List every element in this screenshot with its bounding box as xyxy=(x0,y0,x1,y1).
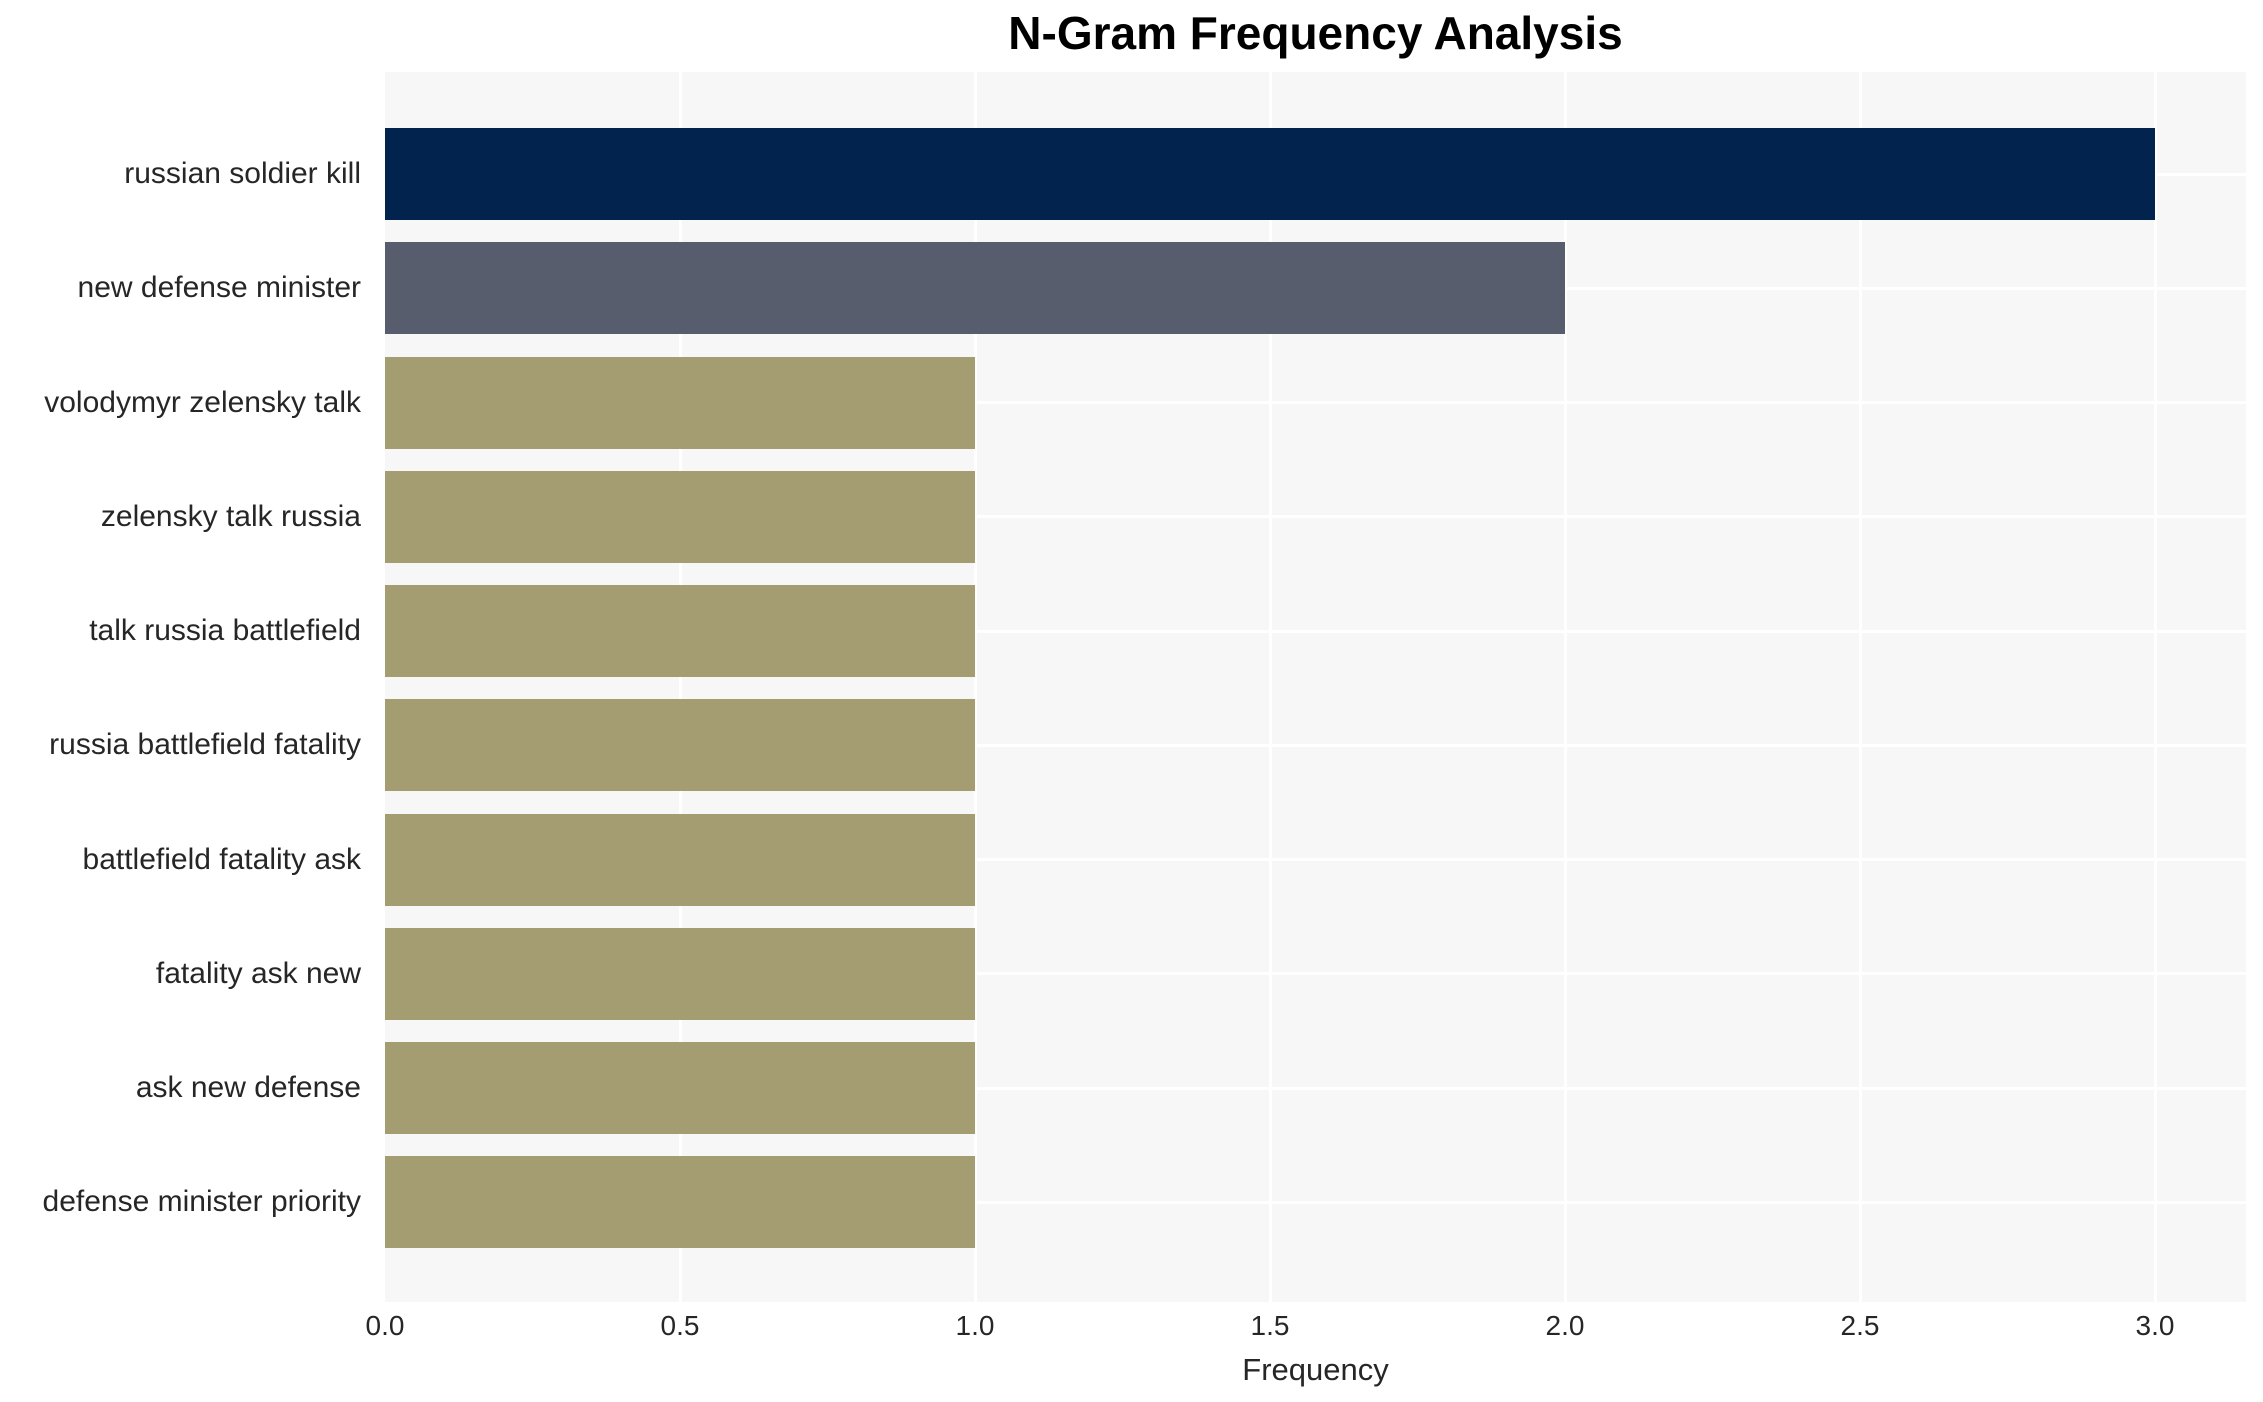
y-axis-label: volodymyr zelensky talk xyxy=(44,385,361,419)
gridline-horizontal xyxy=(385,858,2246,861)
bar-fatality-ask-new xyxy=(385,927,975,1020)
x-axis-title: Frequency xyxy=(1242,1352,1389,1387)
x-axis-tick-label: 0.5 xyxy=(660,1310,700,1341)
x-axis-tick-label: 1.0 xyxy=(955,1310,995,1341)
x-axis-tick-label: 1.5 xyxy=(1250,1310,1290,1341)
gridline-horizontal xyxy=(385,629,2246,633)
gridline-horizontal xyxy=(385,972,2246,976)
y-axis-label: fatality ask new xyxy=(155,956,361,990)
x-axis-tick-label: 2.5 xyxy=(1840,1310,1880,1341)
y-axis-label: russia battlefield fatality xyxy=(49,728,361,762)
y-axis-label: ask new defense xyxy=(135,1071,361,1104)
y-axis-label: russian soldier kill xyxy=(124,157,361,190)
gridline-horizontal xyxy=(385,1200,2246,1204)
plot-area xyxy=(385,72,2246,1302)
y-axis-label: battlefield fatality ask xyxy=(82,842,361,876)
y-axis-label: defense minister priority xyxy=(42,1185,361,1219)
chart-title: N-Gram Frequency Analysis xyxy=(1008,7,1623,59)
gridline-horizontal xyxy=(385,1086,2246,1090)
gridline-horizontal xyxy=(385,401,2246,404)
y-axis-label: zelensky talk russia xyxy=(100,499,361,533)
gridline-vertical xyxy=(1563,72,1567,1302)
gridline-vertical xyxy=(678,72,682,1302)
gridline-horizontal xyxy=(385,515,2246,519)
gridline-vertical xyxy=(1268,72,1272,1302)
y-axis-label: talk russia battlefield xyxy=(89,614,361,647)
bar-defense-minister-priority xyxy=(385,1156,975,1249)
bar-battlefield-fatality-ask xyxy=(385,813,975,906)
bar-zelensky-talk-russia xyxy=(385,470,975,563)
x-axis-tick-label: 3.0 xyxy=(2135,1310,2175,1341)
gridline-vertical xyxy=(2153,72,2157,1302)
x-axis-tick-labels: 0.0 0.5 1.0 1.5 2.0 2.5 3.0 xyxy=(366,1310,2246,1350)
bar-new-defense-minister xyxy=(385,242,1565,335)
gridline-horizontal xyxy=(385,743,2246,747)
y-axis-label: new defense minister xyxy=(77,271,361,305)
x-axis-tick-label: 0.0 xyxy=(365,1310,405,1341)
gridline-vertical xyxy=(1858,72,1862,1302)
bar-talk-russia-battlefield xyxy=(385,585,975,677)
gridline-vertical xyxy=(973,72,977,1302)
bar-volodymyr-zelensky-talk xyxy=(385,356,975,449)
bar-russia-battlefield-fatality xyxy=(385,699,975,792)
x-axis-tick-label: 2.0 xyxy=(1545,1310,1585,1341)
bar-russian-soldier-kill xyxy=(385,128,2155,220)
bar-ask-new-defense xyxy=(385,1042,975,1134)
y-axis-category-labels: russian soldier kill new defense minister… xyxy=(0,72,373,1302)
